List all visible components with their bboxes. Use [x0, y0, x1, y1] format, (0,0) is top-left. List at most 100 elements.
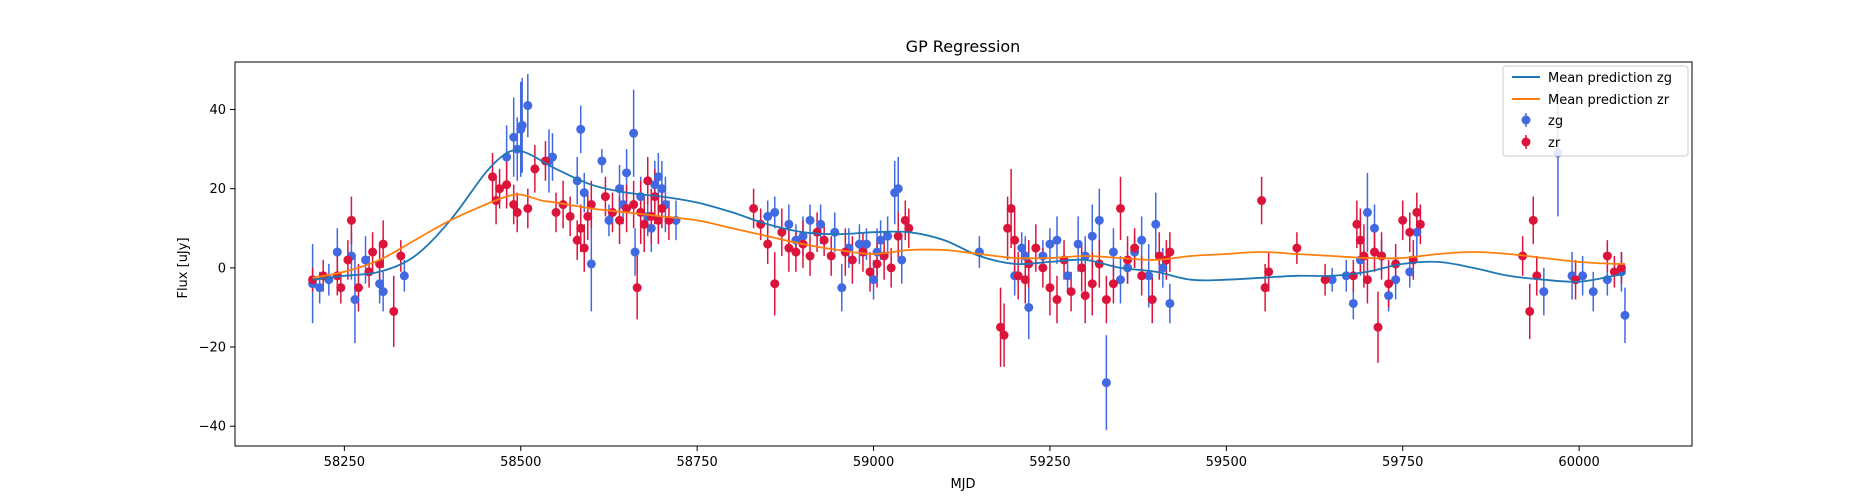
zr-point [378, 239, 388, 249]
zr-point [777, 227, 787, 237]
zr-point [509, 200, 519, 210]
zg-point [1327, 275, 1337, 285]
zr-point [1405, 227, 1415, 237]
zr-point [1066, 287, 1076, 297]
zr-point [819, 235, 829, 245]
zg-points [308, 101, 1630, 388]
x-tick-label: 58750 [676, 455, 717, 470]
x-tick-label: 59750 [1382, 455, 1423, 470]
zg-point [361, 255, 371, 265]
zg-point [512, 144, 522, 154]
y-tick-label: −20 [199, 341, 226, 356]
zr-point [1609, 267, 1619, 277]
zg-point [548, 152, 558, 162]
zr-point [579, 243, 589, 253]
zr-point [1154, 251, 1164, 261]
zg-point [646, 223, 656, 233]
zg-point [893, 184, 903, 194]
zr-point [784, 243, 794, 253]
zr-point [893, 231, 903, 241]
zg-point [1144, 271, 1154, 281]
zr-point [1052, 295, 1062, 305]
zr-point [805, 251, 815, 261]
zr-point [622, 203, 632, 213]
x-tick-label: 60000 [1558, 455, 1599, 470]
zr-point [999, 330, 1009, 340]
legend-swatch-zr-marker [1521, 137, 1531, 147]
zg-point [830, 227, 840, 237]
series-line-zr [312, 193, 1626, 279]
zg-point [1045, 239, 1055, 249]
zr-point [389, 306, 399, 316]
zg-point [1341, 271, 1351, 281]
x-tick-label: 59000 [853, 455, 894, 470]
zr-point [502, 180, 512, 190]
y-axis-label: Flux [uJy] [176, 237, 191, 298]
zr-point [1038, 263, 1048, 273]
zg-point [1087, 231, 1097, 241]
zr-point [530, 164, 540, 174]
zg-point [1108, 247, 1118, 257]
zr-point [1257, 196, 1267, 206]
zr-point [865, 267, 875, 277]
zg-point [399, 271, 409, 281]
zg-point [1151, 219, 1161, 229]
zr-point [600, 192, 610, 202]
zg-point [597, 156, 607, 166]
zr-point [1362, 275, 1372, 285]
zr-point [576, 223, 586, 233]
zr-point [812, 227, 822, 237]
legend-box [1502, 65, 1689, 157]
zg-point [854, 239, 864, 249]
zg-point [883, 231, 893, 241]
zr-point [551, 207, 561, 217]
zr-point [1525, 306, 1535, 316]
zg-point [1391, 275, 1401, 285]
zr-point [872, 259, 882, 269]
zg-point [629, 128, 639, 138]
zg-point [604, 215, 614, 225]
y-tick-label: −40 [199, 420, 226, 435]
zr-point [904, 223, 914, 233]
zg-point [378, 287, 388, 297]
zr-point [1359, 251, 1369, 261]
zg-point [1620, 310, 1630, 320]
legend-swatch-zg-marker [1521, 115, 1531, 125]
x-tick-label: 59250 [1029, 455, 1070, 470]
zg-point [805, 215, 815, 225]
zr-point [996, 322, 1006, 332]
zr-point [1355, 235, 1365, 245]
y-axis: −40 −20 0 20 40 [199, 103, 235, 435]
zg-point [1405, 267, 1415, 277]
x-tick-label: 59500 [1206, 455, 1247, 470]
zr-point [653, 215, 663, 225]
zr-point [1077, 263, 1087, 273]
zg-point [350, 295, 360, 305]
zr-point [1292, 243, 1302, 253]
zr-point [1108, 279, 1118, 289]
y-tick-label: 40 [209, 103, 226, 118]
zr-point [826, 251, 836, 261]
zg-point [763, 211, 773, 221]
zg-point [650, 180, 660, 190]
zr-point [1045, 283, 1055, 293]
zr-point [1147, 295, 1157, 305]
zr-point [488, 172, 498, 182]
zr-point [343, 255, 353, 265]
zr-point [1003, 223, 1013, 233]
x-axis: 58250 58500 58750 59000 59250 59500 59750 60000 [324, 446, 1600, 470]
zr-point [540, 156, 550, 166]
zr-point [512, 207, 522, 217]
zr-point [586, 200, 596, 210]
legend-label-zg-line: Mean prediction zg [1548, 71, 1672, 86]
zr-point [770, 279, 780, 289]
zg-point [630, 247, 640, 257]
zg-point [1073, 239, 1083, 249]
zr-point [1115, 203, 1125, 213]
zr-point [1571, 275, 1581, 285]
zg-point [1094, 215, 1104, 225]
y-tick-label: 20 [209, 182, 226, 197]
zr-point [1528, 215, 1538, 225]
zr-point [565, 211, 575, 221]
